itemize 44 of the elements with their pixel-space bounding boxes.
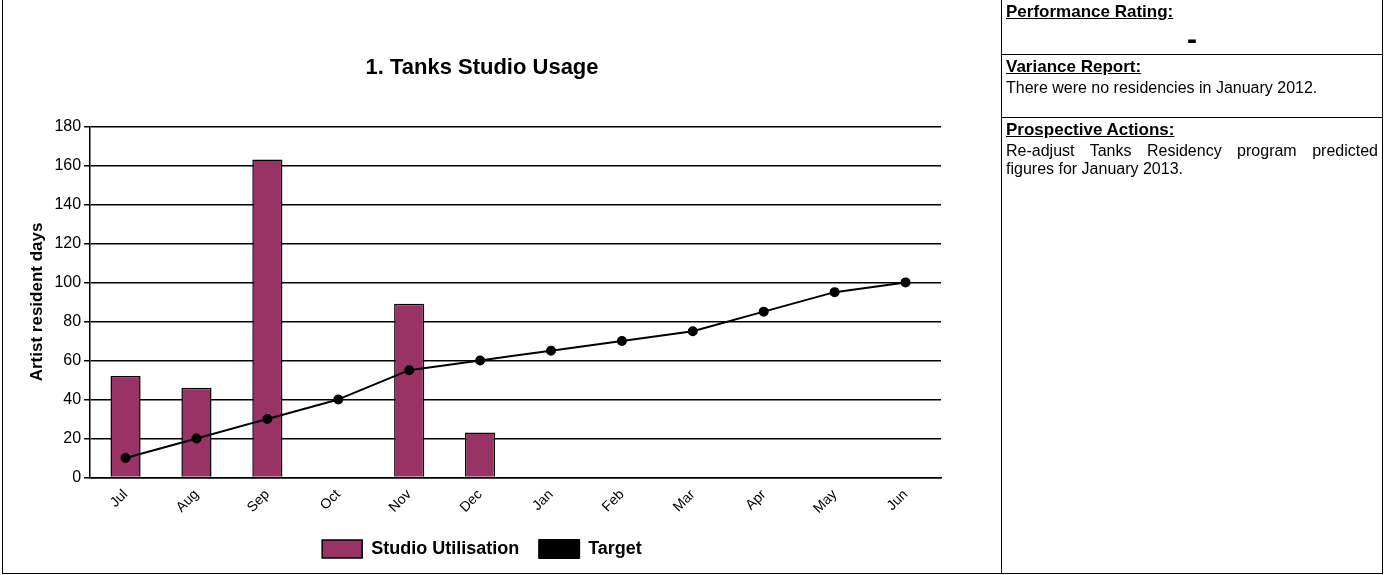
point: [900, 277, 911, 288]
point: [404, 365, 415, 376]
x-tick-label: Jun: [883, 485, 911, 514]
legend-label: Target: [588, 537, 642, 558]
text: Performance Rating:: [1006, 2, 1174, 21]
x-tick-label: Aug: [172, 485, 202, 515]
point: [475, 355, 486, 366]
y-tick-label: 180: [54, 116, 82, 134]
x-tick-label: Feb: [598, 485, 627, 515]
point: [262, 413, 273, 424]
y-tick-label: 160: [54, 155, 82, 173]
text: -: [1002, 22, 1382, 55]
y-tick-label: 0: [72, 467, 82, 485]
point: [120, 452, 131, 463]
y-axis-title: Artist resident days: [26, 222, 46, 382]
x-tick-label: May: [809, 485, 840, 516]
x-tick-label: Apr: [741, 485, 769, 513]
x-tick-label: Oct: [316, 485, 344, 513]
text: There were no residencies in January 2012.: [1005, 79, 1319, 98]
x-tick-label: Jul: [106, 485, 131, 510]
point: [829, 287, 840, 298]
y-tick-label: 100: [54, 272, 82, 290]
legend-label: Studio Utilisation: [371, 537, 520, 558]
point: [191, 433, 202, 444]
y-tick-label: 80: [63, 311, 82, 329]
y-tick-label: 40: [63, 389, 82, 407]
y-tick-label: 60: [63, 350, 82, 368]
point: [687, 326, 698, 337]
y-tick-label: 120: [54, 233, 82, 251]
point: [758, 306, 769, 317]
point: [333, 394, 344, 405]
x-tick-label: Dec: [456, 485, 485, 515]
text: Re-adjust Tanks Residency program predicted figures for January 2013.: [1005, 142, 1379, 178]
point: [616, 335, 627, 346]
x-tick-label: Jan: [528, 485, 556, 514]
y-tick-label: 140: [54, 194, 82, 212]
chart-title: 1. Tanks Studio Usage: [365, 54, 599, 80]
point: [546, 345, 556, 356]
x-tick-label: Mar: [669, 485, 698, 515]
text: Prospective Actions:: [1002, 117, 1382, 142]
text: Variance Report:: [1005, 56, 1143, 78]
y-tick-label: 20: [63, 428, 82, 446]
x-tick-label: Sep: [243, 485, 273, 515]
x-tick-label: Nov: [385, 485, 415, 515]
